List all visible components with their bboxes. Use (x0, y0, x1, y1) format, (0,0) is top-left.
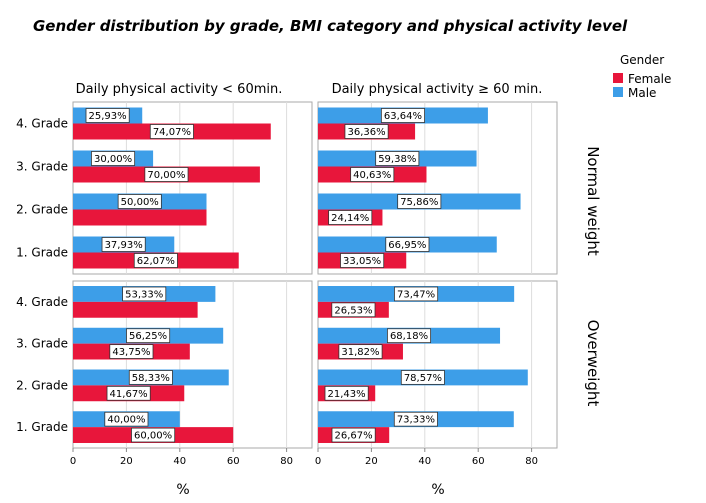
data-label-male-box (117, 194, 162, 209)
data-label-male: 68,18% (390, 331, 428, 342)
data-label-male-box (394, 286, 439, 302)
data-label-male-box (393, 411, 438, 427)
data-label-female: 26,53% (334, 305, 372, 316)
data-label-female: 70,00% (147, 170, 185, 181)
column-title-high-activity: Daily physical activity ≥ 60 min. (332, 82, 543, 97)
data-label-male: 53,33% (125, 289, 163, 300)
data-label-female: 60,00% (134, 431, 172, 442)
data-label-female: 36,36% (347, 127, 385, 138)
data-label-female-box (350, 167, 395, 182)
x-tick-label: 40 (418, 456, 431, 467)
data-label-male: 66,95% (388, 240, 426, 251)
legend-title: Gender (620, 53, 664, 67)
legend-label-female: Female (628, 72, 671, 86)
bar-female (73, 301, 198, 318)
row-title-normal-weight: Normal weight (584, 146, 602, 256)
chart-title: Gender distribution by grade, BMI catego… (33, 17, 628, 35)
data-label-female: 33,05% (343, 256, 381, 267)
x-tick-label: 60 (472, 456, 485, 467)
x-tick-label: 40 (173, 456, 186, 467)
data-label-female-box (131, 427, 176, 443)
data-label-male: 37,93% (105, 240, 143, 251)
data-label-male-box (380, 108, 425, 123)
category-label: 4. Grade (16, 117, 68, 131)
x-tick-label: 80 (525, 456, 538, 467)
data-label-female: 62,07% (137, 256, 175, 267)
data-label-female: 74,07% (153, 127, 191, 138)
data-label-male-box (104, 411, 149, 427)
panel-1: 25,93% 74,07% 4. Grade 30,00% 70,00% 3. Grade… (16, 101, 313, 275)
data-label-female-box (324, 385, 369, 401)
panel-2: 63,64% 36,36% 59,38% 40,63% 75,86% 24,14% 66,9… (317, 101, 558, 275)
data-label-female-box (344, 124, 389, 139)
x-tick-label: 20 (365, 456, 378, 467)
data-label-male-box (387, 328, 432, 344)
data-label-male-box (128, 370, 173, 385)
data-label-male: 73,47% (397, 289, 435, 300)
data-label-male-box (126, 328, 171, 344)
row-title-overweight: Overweight (584, 320, 602, 407)
data-label-female: 24,14% (331, 213, 369, 224)
x-tick-label: 0 (70, 456, 76, 467)
data-label-male: 78,57% (404, 373, 442, 384)
category-label: 2. Grade (16, 378, 68, 392)
data-label-female-box (106, 385, 151, 401)
data-label-male-box (122, 286, 167, 302)
column-title-low-activity: Daily physical activity < 60min. (76, 82, 283, 97)
data-label-male: 30,00% (94, 154, 132, 165)
bar-female (73, 209, 207, 226)
legend-swatch-male (613, 87, 623, 97)
data-label-male-box (85, 108, 130, 123)
data-label-male: 59,38% (378, 154, 416, 165)
data-label-male: 50,00% (121, 197, 159, 208)
data-label-female: 40,63% (353, 170, 391, 181)
category-label: 4. Grade (16, 295, 68, 309)
x-tick-label: 20 (120, 456, 133, 467)
x-tick-label: 0 (315, 456, 321, 467)
data-label-female: 43,75% (112, 347, 150, 358)
data-label-male-box (397, 194, 442, 209)
data-label-male: 73,33% (397, 415, 435, 426)
data-label-male-box (91, 151, 136, 166)
data-label-male: 75,86% (400, 197, 438, 208)
data-label-female-box (133, 253, 178, 268)
data-label-female: 21,43% (328, 389, 366, 400)
category-label: 1. Grade (16, 420, 68, 434)
legend-label-male: Male (628, 86, 656, 100)
data-label-female: 31,82% (341, 347, 379, 358)
data-label-female-box (331, 427, 376, 443)
x-axis-label-right: % (431, 482, 444, 498)
data-label-female-box (340, 253, 385, 268)
category-label: 3. Grade (16, 337, 68, 351)
legend-swatch-female (613, 73, 623, 83)
data-label-male-box (101, 237, 146, 252)
data-label-male: 56,25% (129, 331, 167, 342)
panel-3: 53,33% 4. Grade 56,25% 43,75% 3. Grade 58,33%… (16, 280, 313, 467)
category-label: 3. Grade (16, 160, 68, 174)
data-label-male-box (385, 237, 430, 252)
data-label-male-box (375, 151, 420, 166)
x-tick-label: 60 (227, 456, 240, 467)
data-label-male-box (400, 370, 445, 385)
data-label-female-box (338, 344, 383, 359)
x-tick-label: 80 (280, 456, 293, 467)
x-axis-label-left: % (176, 482, 189, 498)
data-label-male: 25,93% (89, 111, 127, 122)
data-label-female-box (331, 302, 376, 318)
data-label-male: 63,64% (384, 111, 422, 122)
panel-4: 73,47% 26,53% 68,18% 31,82% 78,57% 21,43% 73,3… (315, 280, 558, 467)
data-label-female: 41,67% (110, 389, 148, 400)
data-label-female-box (144, 167, 189, 182)
data-label-female-box (109, 344, 154, 359)
legend: Gender Female Male (613, 53, 671, 100)
data-label-female-box (328, 210, 373, 225)
data-label-male: 40,00% (107, 415, 145, 426)
data-label-female-box (149, 124, 194, 139)
category-label: 1. Grade (16, 246, 68, 260)
category-label: 2. Grade (16, 203, 68, 217)
data-label-female: 26,67% (335, 431, 373, 442)
data-label-male: 58,33% (132, 373, 170, 384)
